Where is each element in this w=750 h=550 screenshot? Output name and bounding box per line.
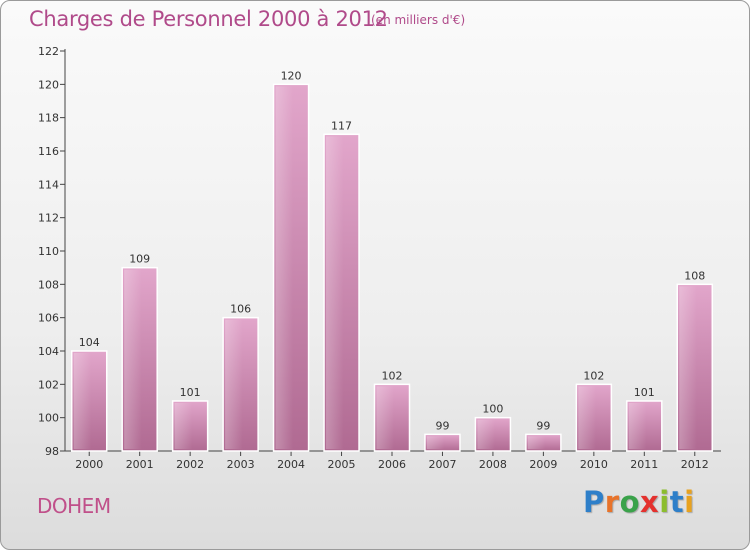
bar-highlight	[679, 286, 697, 449]
bar-highlight	[527, 436, 546, 449]
chart-axes: 98 100 102 104 106 108 110 112 114 116 118 120 122 20…	[38, 45, 721, 471]
logo-letter: o	[619, 485, 641, 519]
chart-subtitle: (en milliers d'€)	[371, 13, 466, 27]
value-label-2003: 106	[230, 303, 251, 316]
x-tick-label-2003: 2003	[227, 458, 255, 471]
logo-letter: i	[684, 485, 695, 519]
y-tick-label: 104	[38, 345, 59, 358]
value-label-2002: 101	[180, 386, 201, 399]
value-label-2010: 102	[583, 369, 604, 382]
bar-highlight	[124, 269, 142, 449]
y-tick-label: 108	[38, 278, 59, 291]
bar-highlight	[326, 136, 344, 450]
y-tick-label: 100	[38, 412, 59, 425]
x-tick-label-2000: 2000	[75, 458, 103, 471]
y-tick-label: 106	[38, 312, 59, 325]
x-tick-label-2010: 2010	[580, 458, 608, 471]
x-tick-label-2006: 2006	[378, 458, 406, 471]
value-label-2012: 108	[684, 269, 705, 282]
y-tick-label: 122	[38, 45, 59, 58]
value-label-2009: 99	[536, 419, 550, 432]
bar-highlight	[477, 419, 495, 449]
chart-bars: 104 109 101 106 120 117 102 99 100 99 102 101 108	[70, 69, 714, 452]
chart-title: Charges de Personnel 2000 à 2012	[29, 7, 388, 31]
value-label-2004: 120	[281, 69, 302, 82]
x-tick-label-2012: 2012	[681, 458, 709, 471]
commune-name: DOHEM	[37, 494, 111, 518]
bar-highlight	[578, 386, 596, 449]
logo-letter: x	[640, 485, 660, 519]
bar-highlight	[376, 386, 394, 449]
x-tick-label-2001: 2001	[126, 458, 154, 471]
bar-highlight	[275, 86, 294, 449]
y-tick-label: 116	[38, 145, 59, 158]
value-label-2011: 101	[634, 386, 655, 399]
x-tick-label-2007: 2007	[428, 458, 456, 471]
logo-letter: P	[583, 485, 605, 519]
y-tick-label: 110	[38, 245, 59, 258]
y-tick-label: 112	[38, 212, 59, 225]
proxiti-logo[interactable]: Proxiti	[583, 485, 695, 519]
value-label-2005: 117	[331, 119, 352, 132]
logo-letter: i	[659, 485, 670, 519]
y-tick-label: 118	[38, 112, 59, 125]
logo-letter: t	[669, 485, 685, 519]
bar-highlight	[225, 319, 243, 449]
x-tick-label-2011: 2011	[630, 458, 658, 471]
value-label-2006: 102	[382, 369, 403, 382]
bar-highlight	[426, 436, 445, 449]
x-tick-label-2005: 2005	[328, 458, 356, 471]
bar-highlight	[174, 403, 193, 449]
y-tick-label: 98	[45, 445, 59, 458]
y-tick-label: 114	[38, 178, 59, 191]
value-label-2000: 104	[79, 336, 100, 349]
value-label-2001: 109	[129, 253, 150, 266]
bar-highlight	[73, 353, 92, 449]
bar-highlight	[628, 403, 647, 449]
x-tick-label-2004: 2004	[277, 458, 305, 471]
value-label-2008: 100	[482, 403, 503, 416]
value-label-2007: 99	[435, 419, 449, 432]
x-tick-label-2008: 2008	[479, 458, 507, 471]
y-tick-label: 102	[38, 378, 59, 391]
x-tick-label-2009: 2009	[529, 458, 557, 471]
y-tick-label: 120	[38, 78, 59, 91]
x-tick-label-2002: 2002	[176, 458, 204, 471]
logo-letter: r	[604, 485, 620, 519]
